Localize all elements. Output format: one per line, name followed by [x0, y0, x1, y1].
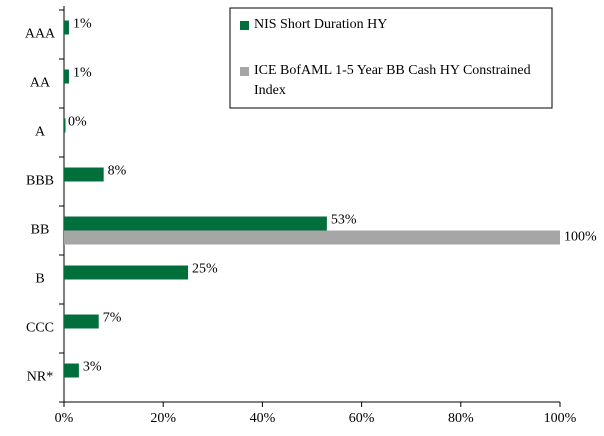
y-tick-label: CCC — [26, 321, 54, 336]
y-tick-label: A — [35, 125, 46, 140]
legend-swatch — [240, 21, 249, 30]
bar — [64, 118, 66, 133]
bar — [64, 265, 188, 280]
legend-item: ICE BofAML 1-5 Year BB Cash HY Constrain… — [254, 63, 531, 98]
data-label: 25% — [192, 262, 218, 277]
legend-box — [229, 7, 553, 109]
bar — [64, 167, 104, 182]
legend-label: NIS Short Duration HY — [254, 17, 388, 32]
y-tick-label: AA — [30, 76, 51, 91]
data-label: 7% — [103, 311, 122, 326]
bar — [64, 230, 560, 245]
x-tick-label: 100% — [544, 411, 577, 426]
bar — [64, 314, 99, 329]
y-tick-label: NR* — [27, 370, 53, 385]
x-tick-label: 40% — [250, 411, 276, 426]
y-tick-label: BBB — [26, 174, 54, 189]
y-tick-label: B — [35, 272, 44, 287]
data-label: 100% — [564, 230, 597, 245]
legend-item: NIS Short Duration HY — [254, 17, 388, 32]
y-tick-label: AAA — [25, 27, 56, 42]
legend-swatch — [240, 67, 249, 76]
data-label: 0% — [68, 115, 87, 130]
data-label: 3% — [83, 360, 102, 375]
y-tick-label: BB — [31, 223, 50, 238]
legend-label: ICE BofAML 1-5 Year BB Cash HY Constrain… — [254, 63, 531, 98]
x-tick-label: 80% — [448, 411, 474, 426]
data-label: 1% — [73, 66, 92, 81]
bar — [64, 20, 69, 35]
x-tick-label: 60% — [349, 411, 375, 426]
bar — [64, 363, 79, 378]
bar — [64, 69, 69, 84]
x-tick-label: 0% — [55, 411, 74, 426]
data-label: 8% — [108, 164, 127, 179]
bar — [64, 216, 327, 231]
data-label: 53% — [331, 213, 357, 228]
data-label: 1% — [73, 17, 92, 32]
x-tick-label: 20% — [150, 411, 176, 426]
